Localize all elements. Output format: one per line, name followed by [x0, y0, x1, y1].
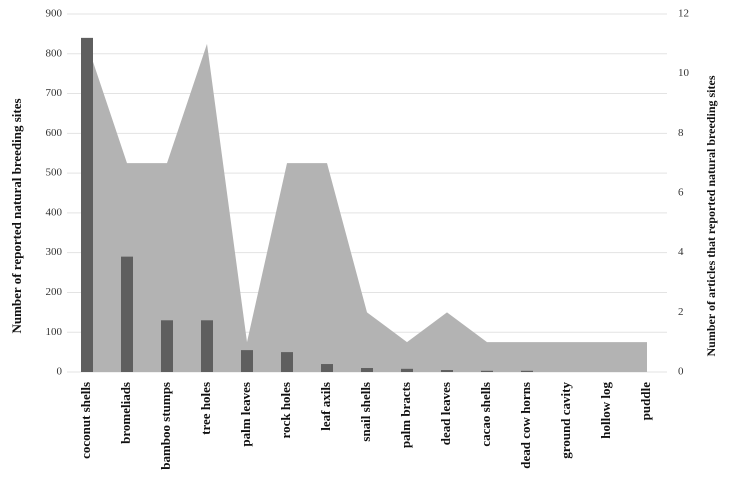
- x-tick-label: palm leaves: [238, 382, 253, 447]
- x-tick-label: coconut shells: [78, 382, 93, 459]
- area: [87, 43, 647, 372]
- x-tick-label: rock holes: [278, 382, 293, 438]
- x-tick-label: puddle: [638, 382, 653, 421]
- bar: [81, 37, 93, 372]
- x-tick-label: leaf axils: [318, 382, 333, 431]
- bar: [121, 256, 133, 372]
- bar: [361, 368, 373, 372]
- y2-tick-label: 0: [678, 366, 684, 378]
- bar: [321, 364, 333, 372]
- bar: [481, 370, 493, 372]
- y2-axis-label: Number of articles that reported natural…: [704, 75, 718, 356]
- y-axis-label: Number of reported natural breeding site…: [9, 98, 24, 333]
- y-tick-label: 600: [46, 127, 63, 139]
- y2-tick-label: 2: [678, 306, 684, 318]
- x-tick-label: bromeliads: [118, 382, 133, 444]
- bar: [201, 320, 213, 372]
- bar: [281, 352, 293, 372]
- y-tick-label: 400: [46, 206, 63, 218]
- bar: [521, 370, 533, 372]
- y-tick-label: 900: [46, 8, 63, 20]
- x-tick-label: tree holes: [198, 382, 213, 435]
- y-tick-label: 500: [46, 167, 63, 179]
- y-tick-label: 200: [46, 286, 63, 298]
- bar: [161, 320, 173, 372]
- y-tick-label: 300: [46, 246, 63, 258]
- x-tick-label: dead leaves: [438, 382, 453, 445]
- y-tick-label: 800: [46, 47, 63, 59]
- x-tick-label: cacao shells: [478, 382, 493, 447]
- bar: [401, 368, 413, 372]
- x-tick-label: dead cow horns: [518, 382, 533, 469]
- y2-tick-label: 12: [678, 8, 689, 20]
- y-tick-label: 100: [46, 326, 63, 338]
- x-tick-label: snail shells: [358, 382, 373, 442]
- bar: [241, 350, 253, 372]
- y2-tick-label: 10: [678, 67, 690, 79]
- x-tick-label: bamboo stumps: [158, 382, 173, 470]
- x-tick-label: palm bracts: [398, 382, 413, 448]
- y2-tick-label: 4: [678, 246, 684, 258]
- x-tick-label: ground cavity: [558, 382, 573, 459]
- y-tick-label: 700: [46, 87, 63, 99]
- y2-tick-label: 8: [678, 127, 684, 139]
- y-tick-label: 0: [57, 366, 63, 378]
- bar: [441, 370, 453, 372]
- y2-tick-label: 6: [678, 187, 684, 199]
- x-tick-label: hollow log: [598, 382, 613, 439]
